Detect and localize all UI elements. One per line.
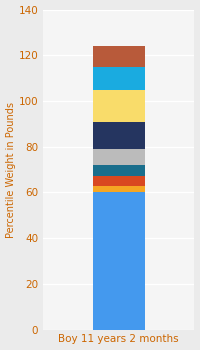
Y-axis label: Percentile Weight in Pounds: Percentile Weight in Pounds bbox=[6, 102, 16, 238]
Bar bbox=[93, 165, 145, 176]
Bar bbox=[93, 67, 145, 90]
Bar bbox=[93, 176, 145, 186]
Bar bbox=[93, 46, 145, 67]
Bar bbox=[93, 90, 145, 121]
Bar bbox=[93, 186, 145, 192]
Bar bbox=[93, 149, 145, 165]
Bar bbox=[93, 193, 145, 330]
Bar bbox=[93, 121, 145, 149]
